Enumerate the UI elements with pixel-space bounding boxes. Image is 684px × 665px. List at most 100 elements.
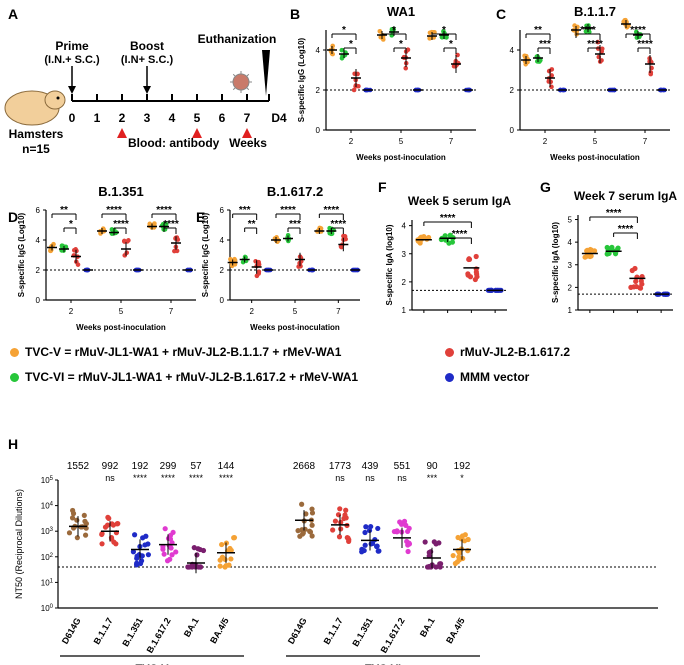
data-point bbox=[134, 560, 140, 566]
data-point bbox=[338, 526, 344, 532]
data-point bbox=[628, 284, 634, 290]
data-point bbox=[648, 70, 654, 75]
data-point bbox=[136, 552, 142, 558]
data-point bbox=[99, 531, 105, 538]
panel-title: Week 7 serum IgA bbox=[574, 189, 677, 203]
gmt-label: 299 bbox=[160, 461, 177, 472]
y-tick-label: 0 bbox=[510, 126, 515, 135]
significance-label: ns bbox=[105, 473, 115, 483]
data-point bbox=[167, 536, 174, 542]
timeline-tick-label: 2 bbox=[119, 111, 126, 125]
data-point bbox=[164, 558, 171, 564]
n-label: n=15 bbox=[22, 142, 50, 156]
data-point bbox=[535, 59, 540, 64]
red-dot-icon bbox=[445, 347, 454, 357]
data-point bbox=[303, 511, 309, 517]
data-point bbox=[406, 540, 412, 546]
x-tick-label: BA.1 bbox=[418, 616, 437, 639]
y-tick-label: 6 bbox=[36, 206, 41, 215]
legend-item-mmm: MMM vector bbox=[445, 370, 529, 384]
y-tick-label: 4 bbox=[402, 222, 407, 231]
data-point bbox=[427, 36, 432, 41]
data-point bbox=[173, 549, 179, 555]
data-point bbox=[444, 35, 449, 40]
significance-label: * bbox=[449, 39, 453, 50]
x-tick-label: BA.1 bbox=[182, 616, 201, 639]
blood-label: Blood: antibody bbox=[128, 136, 220, 150]
data-point bbox=[254, 273, 260, 279]
data-point bbox=[397, 519, 403, 525]
data-point bbox=[169, 552, 175, 558]
data-point bbox=[295, 528, 301, 534]
gmt-label: 192 bbox=[454, 461, 471, 472]
y-axis-label: S-specific IgG (Log10) bbox=[201, 212, 210, 297]
data-point bbox=[473, 253, 479, 260]
virus-spike bbox=[232, 87, 236, 91]
virus-icon bbox=[232, 73, 250, 91]
data-point bbox=[122, 238, 127, 244]
boost-route-label: (I.N+ S.C.) bbox=[121, 54, 174, 66]
y-tick-label: 4 bbox=[316, 46, 321, 55]
data-point bbox=[256, 262, 262, 267]
data-point bbox=[615, 245, 621, 251]
data-point bbox=[137, 560, 144, 567]
data-point bbox=[59, 244, 65, 250]
x-tick-label: 2 bbox=[249, 307, 254, 316]
significance-label: **** bbox=[113, 219, 129, 230]
data-point bbox=[330, 527, 336, 533]
significance-label: **** bbox=[156, 205, 172, 216]
significance-label: *** bbox=[539, 39, 551, 50]
timeline-tick-label: 6 bbox=[219, 111, 226, 125]
orange-dot-icon bbox=[10, 347, 19, 357]
group-label: TVC-VI bbox=[365, 663, 401, 665]
data-point bbox=[145, 552, 151, 558]
data-point bbox=[74, 535, 80, 541]
data-point bbox=[307, 528, 313, 534]
x-tick-label: B.1.1.7 bbox=[322, 616, 345, 646]
data-point bbox=[452, 560, 458, 567]
panel-label-b: B bbox=[290, 6, 300, 22]
y-tick-label: 4 bbox=[510, 46, 515, 55]
data-point bbox=[309, 510, 316, 516]
gmt-label: 992 bbox=[102, 461, 119, 472]
y-tick-label: 1 bbox=[402, 306, 407, 315]
timeline-tick-label: 1 bbox=[94, 111, 101, 125]
data-point bbox=[223, 562, 229, 569]
significance-label: **** bbox=[133, 473, 148, 483]
data-point bbox=[170, 529, 176, 536]
panel-label-h: H bbox=[8, 436, 18, 452]
gmt-label: 1773 bbox=[329, 461, 352, 472]
y-tick-label: 4 bbox=[568, 238, 573, 247]
data-point bbox=[299, 501, 305, 507]
significance-label: **** bbox=[163, 219, 179, 230]
data-point bbox=[405, 548, 411, 555]
data-point bbox=[591, 248, 598, 254]
significance-label: * bbox=[392, 25, 396, 36]
x-tick-label: 7 bbox=[643, 137, 648, 146]
data-point bbox=[81, 512, 87, 519]
data-point bbox=[145, 541, 151, 547]
significance-label: **** bbox=[106, 205, 122, 216]
data-point bbox=[403, 65, 409, 71]
data-point bbox=[197, 564, 203, 570]
panel-title: B.1.351 bbox=[98, 184, 144, 199]
x-tick-label: D614G bbox=[60, 616, 83, 646]
data-point bbox=[362, 542, 368, 548]
timeline-tick-label: 0 bbox=[69, 111, 76, 125]
y-tick-label: 2 bbox=[568, 283, 573, 292]
y-tick-label: 0 bbox=[316, 126, 321, 135]
x-tick-label: 2 bbox=[543, 137, 548, 146]
data-point bbox=[460, 555, 466, 562]
panel-title: B.1.617.2 bbox=[267, 184, 323, 199]
data-point bbox=[466, 256, 473, 262]
timeline-tick-label: 7 bbox=[244, 111, 251, 125]
blue-dot-icon bbox=[445, 372, 454, 382]
y-tick-label: 103 bbox=[41, 527, 54, 536]
data-point bbox=[632, 265, 638, 272]
data-point bbox=[523, 61, 528, 67]
significance-label: ns bbox=[397, 473, 407, 483]
y-tick-label: 104 bbox=[41, 502, 54, 511]
data-point bbox=[584, 253, 590, 259]
y-tick-label: 100 bbox=[41, 604, 54, 613]
virus-spike bbox=[246, 87, 250, 91]
